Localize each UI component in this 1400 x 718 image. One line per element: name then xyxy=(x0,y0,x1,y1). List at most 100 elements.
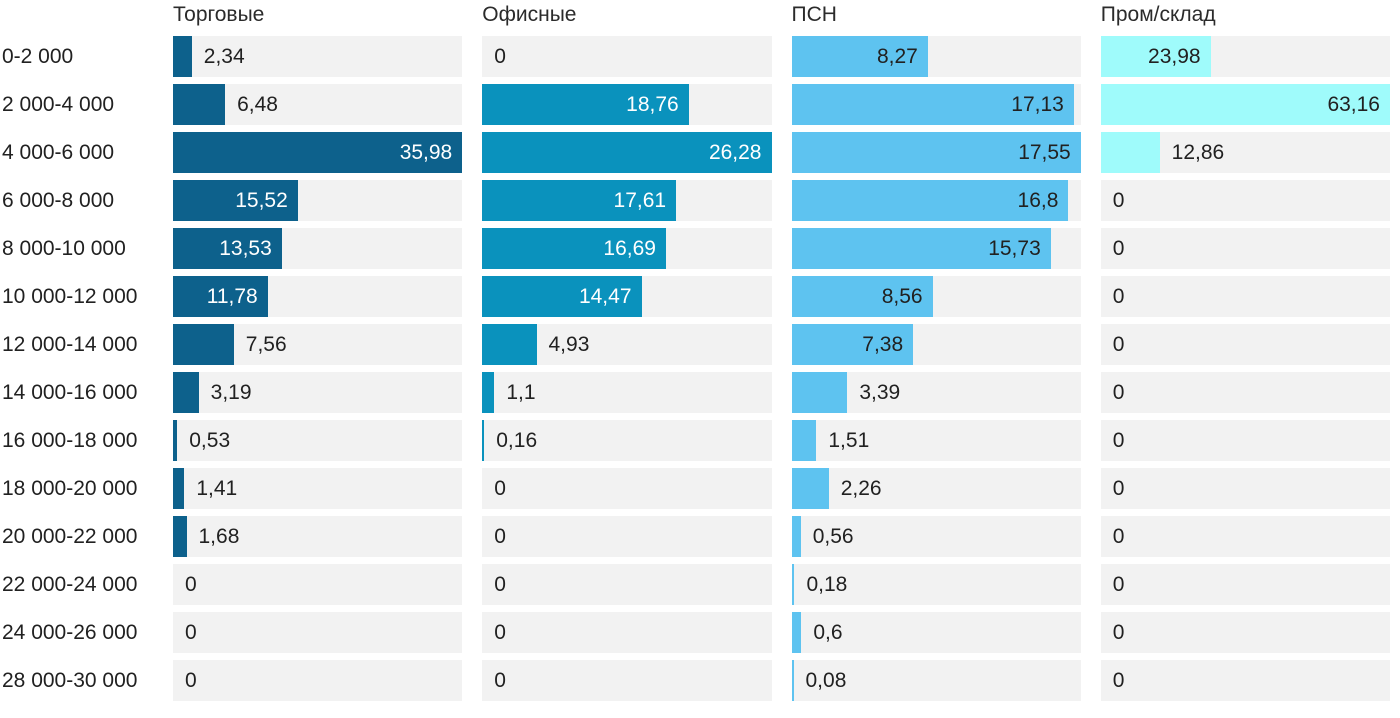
bar-track: 8,27 xyxy=(791,36,1081,77)
bar-track: 2,34 xyxy=(173,36,463,77)
bar xyxy=(1100,84,1390,125)
bar-track: 7,56 xyxy=(173,324,463,365)
bar-track: 11,78 xyxy=(173,276,463,317)
value-label: 0 xyxy=(1112,332,1125,356)
bar-track: 0 xyxy=(482,660,772,701)
bar-track: 18,76 xyxy=(482,84,772,125)
bar-track: 0 xyxy=(482,564,772,605)
table-row: 16 000-18 000 0,53 0,16 1,51 0 xyxy=(0,420,1390,461)
bar-track: 0 xyxy=(482,516,772,557)
bar xyxy=(1100,36,1211,77)
table-row: 18 000-20 000 1,41 0 2,26 0 xyxy=(0,468,1390,509)
bar-track: 4,93 xyxy=(482,324,772,365)
bar-track: 0 xyxy=(1100,276,1390,317)
bar-track: 3,39 xyxy=(791,372,1081,413)
value-label: 14,47 xyxy=(578,284,632,308)
bar-track: 0 xyxy=(1100,228,1390,269)
table-row: 0-2 000 2,34 0 8,27 23,98 xyxy=(0,36,1390,77)
bar xyxy=(482,132,772,173)
bar xyxy=(173,420,178,461)
bar xyxy=(791,420,817,461)
bar xyxy=(173,372,199,413)
bar xyxy=(482,372,495,413)
bar-track: 7,38 xyxy=(791,324,1081,365)
bar-track: 23,98 xyxy=(1100,36,1390,77)
value-label: 0 xyxy=(1112,380,1125,404)
row-label: 18 000-20 000 xyxy=(2,476,138,500)
bar-track: 0 xyxy=(482,468,772,509)
value-label: 15,52 xyxy=(235,188,288,212)
bar-track: 35,98 xyxy=(173,132,463,173)
bar-track: 15,73 xyxy=(791,228,1081,269)
bar xyxy=(791,468,829,509)
value-label: 0 xyxy=(1112,524,1125,548)
value-label: 18,76 xyxy=(626,92,679,116)
value-label: 35,98 xyxy=(399,140,453,164)
bar-track: 12,86 xyxy=(1100,132,1390,173)
bar xyxy=(791,180,1069,221)
value-label: 17,55 xyxy=(1018,140,1071,164)
value-label: 7,38 xyxy=(862,332,904,356)
row-label: 0-2 000 xyxy=(2,44,74,68)
value-label: 3,19 xyxy=(210,380,252,404)
value-label: 17,61 xyxy=(613,188,667,212)
row-label: 10 000-12 000 xyxy=(2,284,138,308)
value-label: 0,16 xyxy=(496,428,538,452)
row-label: 16 000-18 000 xyxy=(2,428,138,452)
bar-track: 14,47 xyxy=(482,276,772,317)
value-label: 0 xyxy=(494,476,506,500)
table-row: 22 000-24 000 0 0 0,18 0 xyxy=(0,564,1390,605)
value-label: 11,78 xyxy=(206,284,258,308)
value-label: 0 xyxy=(1112,572,1125,596)
value-label: 2,26 xyxy=(840,476,882,500)
column-header-3: ПСН xyxy=(791,3,837,26)
row-label: 12 000-14 000 xyxy=(2,332,138,356)
value-label: 17,13 xyxy=(1011,92,1064,116)
value-label: 0 xyxy=(1112,476,1125,500)
bar-track: 0 xyxy=(1100,372,1390,413)
bar xyxy=(791,564,795,605)
bar-track: 0,08 xyxy=(791,660,1081,701)
value-label: 0 xyxy=(494,668,506,692)
bar xyxy=(482,84,689,125)
value-label: 4,93 xyxy=(548,332,590,356)
row-label: 6 000-8 000 xyxy=(2,188,115,212)
value-label: 13,53 xyxy=(219,236,272,260)
value-label: 0,6 xyxy=(813,620,843,644)
bar xyxy=(482,228,666,269)
value-label: 16,8 xyxy=(1017,188,1059,212)
row-label: 28 000-30 000 xyxy=(2,668,138,692)
value-label: 12,86 xyxy=(1171,140,1225,164)
bar xyxy=(173,276,268,317)
bar xyxy=(1100,132,1160,173)
bar-track: 26,28 xyxy=(482,132,772,173)
bar-track: 0 xyxy=(173,612,463,653)
bar-track: 0 xyxy=(1100,660,1390,701)
bar-track: 0 xyxy=(1100,612,1390,653)
value-label: 1,68 xyxy=(198,524,240,548)
bar xyxy=(173,324,234,365)
column-header-2: Офисные xyxy=(482,3,577,26)
value-label: 0,53 xyxy=(189,428,231,452)
bar-track: 0 xyxy=(1100,468,1390,509)
bar xyxy=(173,228,282,269)
bar-track: 16,69 xyxy=(482,228,772,269)
row-label: 22 000-24 000 xyxy=(2,572,138,596)
value-label: 8,56 xyxy=(881,284,923,308)
bar xyxy=(791,372,848,413)
bar-track: 0 xyxy=(1100,324,1390,365)
value-label: 2,34 xyxy=(203,44,245,68)
bar-track: 0,56 xyxy=(791,516,1081,557)
bar xyxy=(791,660,794,701)
value-label: 0 xyxy=(494,44,506,68)
chart-rows: 0-2 000 2,34 0 8,27 23,98 2 000-4 000 6,48 18,7… xyxy=(0,36,1390,701)
value-label: 0 xyxy=(494,620,506,644)
bar xyxy=(791,516,801,557)
bar-track: 0 xyxy=(1100,420,1390,461)
bar-track: 1,68 xyxy=(173,516,463,557)
value-label: 0 xyxy=(494,572,506,596)
value-label: 63,16 xyxy=(1327,92,1380,116)
bar-track: 0,18 xyxy=(791,564,1081,605)
bar-track: 1,51 xyxy=(791,420,1081,461)
